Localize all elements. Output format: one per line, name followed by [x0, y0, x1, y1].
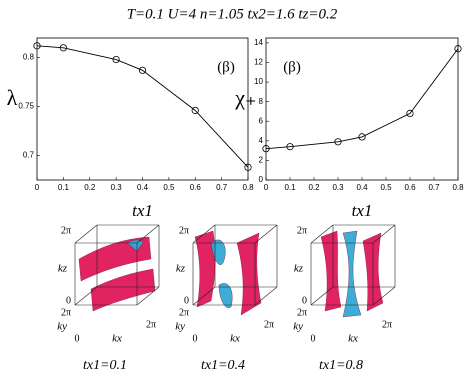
- x-tick-label: 0.1: [58, 183, 70, 192]
- y-tick-label: 8: [259, 97, 264, 106]
- data-point: [112, 55, 120, 64]
- surface: [320, 230, 342, 312]
- axis-label: kz: [176, 263, 186, 275]
- data-point: [406, 109, 414, 118]
- surface: [218, 283, 233, 308]
- axis-label: ky: [57, 321, 67, 333]
- cube-edge: [192, 286, 216, 306]
- cube-edge: [372, 224, 396, 244]
- x-tick-label: 0.8: [452, 183, 464, 192]
- x-tick-label: 0.6: [190, 183, 202, 192]
- axis-label: kz: [294, 263, 304, 275]
- data-point: [33, 42, 41, 50]
- y-tick-label: 14: [254, 38, 263, 47]
- axis-label: 0: [184, 295, 189, 306]
- surface: [342, 230, 362, 318]
- x-tick-label: 0.2: [84, 183, 96, 192]
- cube-edge: [372, 286, 396, 306]
- axis-label: 2π: [146, 319, 156, 330]
- x-tick-label: 0.7: [216, 183, 228, 192]
- panel-caption: tx1=0.4: [201, 358, 245, 373]
- y-tick-label: 0.7: [23, 151, 35, 160]
- x-tick-label: 0.7: [428, 183, 440, 192]
- x-axis-label: tx1: [352, 201, 373, 220]
- x-tick-label: 0.5: [380, 183, 392, 192]
- cube-edge: [136, 224, 160, 244]
- data-line: [36, 45, 249, 168]
- data-line: [265, 48, 459, 150]
- axis-label: kz: [58, 263, 68, 275]
- y-axis-label: λ: [7, 85, 18, 110]
- x-tick-label: 0: [264, 183, 269, 192]
- x-tick-label: 0.2: [308, 183, 320, 192]
- axis-label: 2π: [179, 307, 189, 318]
- x-tick-label: 0: [35, 183, 40, 192]
- axis-label: 0: [66, 295, 71, 306]
- cube-edge: [254, 224, 278, 244]
- data-point: [334, 138, 342, 146]
- axis-label: 0: [75, 333, 80, 344]
- fermi-surface: [194, 230, 262, 316]
- data-point: [244, 163, 252, 171]
- y-axis-label: χ₊: [234, 85, 256, 110]
- annotation: (β): [217, 59, 235, 75]
- y-tick-label: 2: [259, 156, 264, 165]
- x-axis-label: tx1: [132, 201, 153, 220]
- axis-label: 2π: [297, 307, 307, 318]
- annotation: (β): [283, 59, 301, 75]
- cube-edge: [310, 224, 334, 244]
- x-tick-label: 0.4: [137, 183, 149, 192]
- panel-caption: tx1=0.1: [83, 358, 127, 373]
- data-point: [138, 66, 147, 74]
- y-tick-label: 0.8: [23, 53, 35, 62]
- axis-label: ky: [175, 321, 185, 333]
- data-point: [286, 143, 294, 151]
- axis-label: 2π: [264, 319, 274, 330]
- cube-edge: [136, 286, 160, 306]
- x-tick-label: 0.3: [111, 183, 123, 192]
- y-tick-label: 6: [259, 116, 264, 125]
- surface: [90, 268, 156, 312]
- x-tick-label: 0.8: [242, 183, 254, 192]
- axis-label: 2π: [297, 225, 307, 236]
- y-tick-label: 0: [259, 175, 264, 184]
- axis-label: 2π: [382, 319, 392, 330]
- x-tick-label: 0.4: [356, 183, 368, 192]
- data-point: [358, 133, 366, 141]
- x-tick-label: 0.6: [404, 183, 416, 192]
- axis-label: 0: [302, 295, 307, 306]
- data-point: [262, 145, 270, 153]
- x-tick-label: 0.5: [163, 183, 175, 192]
- data-point: [191, 106, 199, 115]
- cube-edge: [310, 286, 334, 306]
- cube-edge: [254, 286, 278, 306]
- y-tick-label: 4: [259, 136, 264, 145]
- x-tick-label: 0.1: [284, 183, 296, 192]
- axis-label: kx: [348, 333, 358, 345]
- surface: [210, 239, 226, 265]
- axis-label: kx: [230, 333, 240, 345]
- axis-label: 2π: [179, 225, 189, 236]
- cube-edge: [74, 286, 98, 306]
- y-tick-label: 0.75: [18, 102, 34, 111]
- y-tick-label: 10: [254, 77, 263, 86]
- axis-label: 2π: [61, 307, 71, 318]
- cube-edge: [192, 224, 216, 244]
- axis-label: ky: [293, 321, 303, 333]
- axis-label: 0: [311, 333, 316, 344]
- panel-caption: tx1=0.8: [319, 358, 363, 373]
- y-tick-label: 12: [254, 58, 263, 67]
- data-point: [454, 45, 462, 53]
- x-tick-label: 0.3: [332, 183, 344, 192]
- axis-label: 0: [193, 333, 198, 344]
- cube-edge: [74, 224, 98, 244]
- data-point: [59, 44, 67, 52]
- axis-label: kx: [112, 333, 122, 345]
- header: T=0.1 U=4 n=1.05 tx2=1.6 tz=0.2: [127, 6, 338, 22]
- axis-label: 2π: [61, 225, 71, 236]
